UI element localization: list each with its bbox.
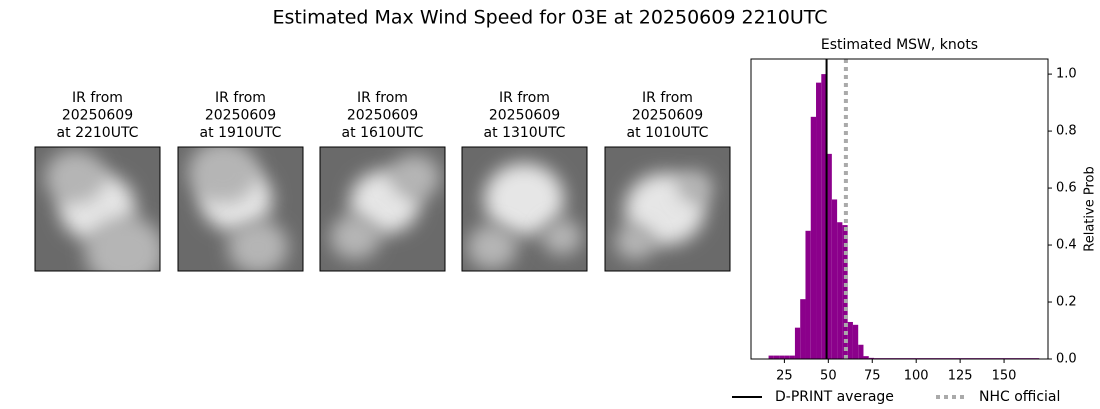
histogram-bar [773,355,780,359]
cloud [542,219,582,255]
histogram-bar [784,355,790,359]
cloud [615,224,655,260]
panel-label: 20250609 [62,108,133,124]
y-tick-label: 0.2 [1056,295,1077,310]
cloud [85,216,160,271]
histogram-bar [831,199,838,359]
cloud [390,154,440,200]
y-tick-label: 0.4 [1056,238,1077,253]
panel-label: at 2210UTC [57,125,139,141]
histogram-bar [816,82,822,359]
cloud [677,170,713,204]
y-tick-label: 1.0 [1056,67,1077,82]
y-tick-label: 0.8 [1056,124,1077,139]
x-tick-label: 25 [776,369,793,384]
histogram-bar [868,357,875,359]
histogram-bar [821,74,827,359]
histogram-bar [779,355,785,359]
ir-image [320,147,445,271]
chart-title: Estimated MSW, knots [821,37,978,53]
panel-label: 20250609 [205,108,276,124]
panel-label: IR from [215,90,266,106]
ir-image [35,147,160,271]
plot-frame [750,58,1049,360]
ir-frame [34,146,161,272]
panel-label: IR from [357,90,408,106]
panel-label: 20250609 [489,108,560,124]
x-tick-label: 50 [820,369,837,384]
legend-label: NHC official [979,389,1060,405]
histogram-bar [768,355,774,359]
x-tick-label: 125 [948,369,973,384]
x-tick-label: 150 [992,369,1017,384]
panel-label: IR from [499,90,550,106]
ir-frame [177,146,304,272]
cloud [45,150,105,204]
histogram-bar [863,356,869,359]
panel-label: at 1010UTC [627,125,709,141]
ir-image [605,147,730,271]
histogram-bar [794,327,801,359]
panel-label: IR from [72,90,123,106]
histogram-bar [810,116,817,360]
figure-title: Estimated Max Wind Speed for 03E at 2025… [272,7,827,29]
ir-frame [461,146,588,272]
cloud [228,220,288,271]
panel-label: at 1610UTC [342,125,424,141]
cloud [467,224,517,270]
histogram-bar [858,344,864,359]
panel-label: at 1310UTC [484,125,566,141]
histogram-bar [847,321,853,359]
panel-label: IR from [642,90,693,106]
histogram-bar [800,299,806,359]
cloud [330,214,380,260]
ir-image [462,147,587,271]
histogram-bar [852,324,859,359]
y-axis-label: Relative Prob [1083,166,1098,251]
x-tick-label: 100 [904,369,929,384]
y-tick-label: 0.0 [1056,352,1077,367]
cloud [484,163,564,235]
panel-label: at 1910UTC [200,125,282,141]
histogram-bar [805,230,811,359]
y-tick-label: 0.6 [1056,181,1077,196]
ir-frame [319,146,446,272]
histogram-bar [826,153,832,359]
panel-label: 20250609 [347,108,418,124]
panel-label: 20250609 [632,108,703,124]
cloud [188,147,258,204]
legend-label: D-PRINT average [775,389,894,405]
histogram-bar [789,355,795,359]
x-tick-label: 75 [864,369,881,384]
ir-frame [604,146,731,272]
histogram-bar [837,222,843,359]
ir-image [178,147,303,271]
